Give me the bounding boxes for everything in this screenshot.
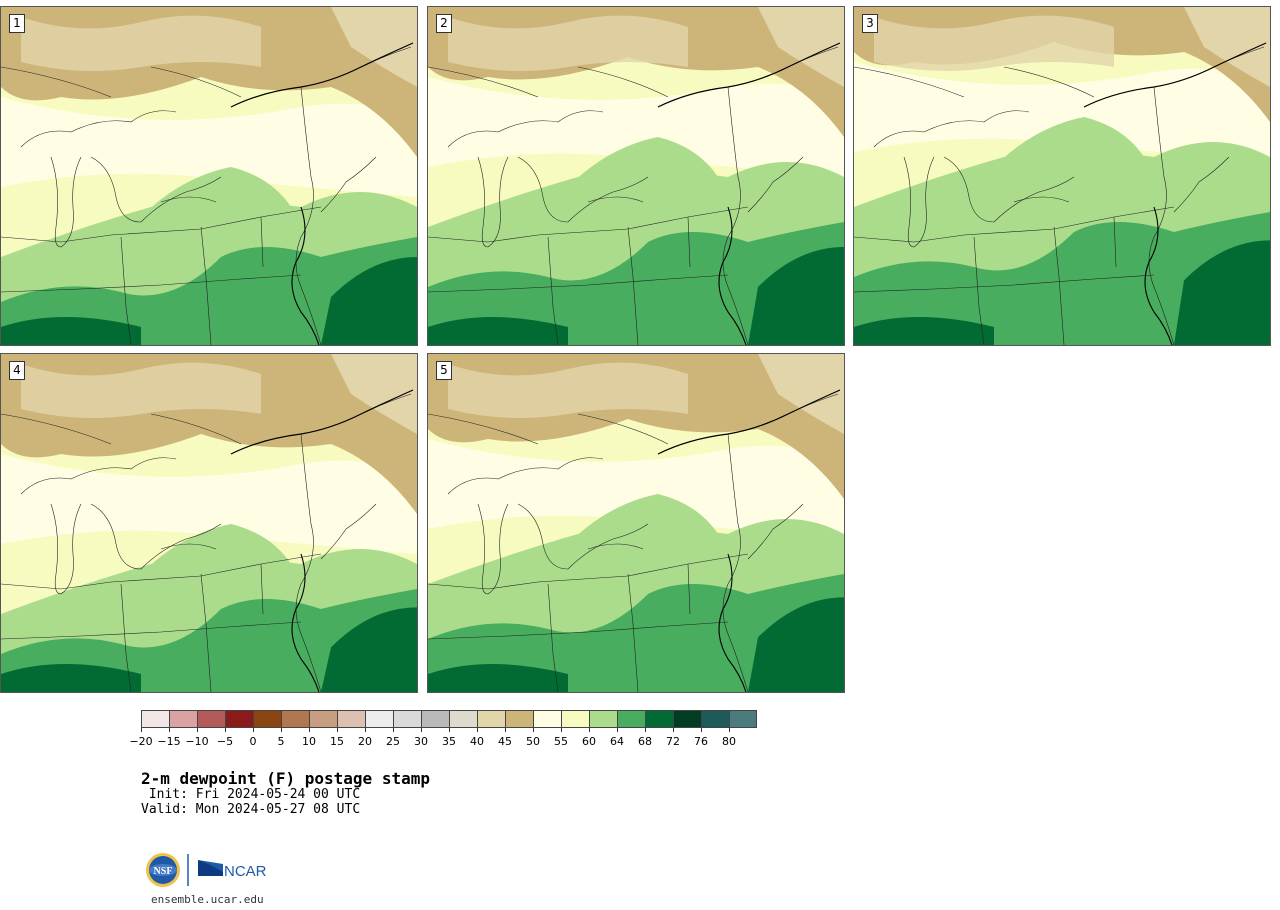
colorbar-label: 15: [330, 735, 344, 748]
colorbar-tick: [645, 728, 646, 732]
panel-number-badge: 5: [436, 361, 452, 380]
dewpoint-map-1: [1, 7, 417, 345]
nsf-ncar-logo: NSF NCAR: [145, 850, 275, 890]
colorbar-tick: [141, 728, 142, 732]
colorbar-swatch: [617, 710, 645, 728]
colorbar-swatch: [589, 710, 617, 728]
colorbar-tick: [225, 728, 226, 732]
valid-time: Valid: Mon 2024-05-27 08 UTC: [141, 802, 361, 817]
map-panel-1: 1: [0, 6, 418, 346]
dewpoint-map-5: [428, 354, 844, 692]
colorbar-label: 45: [498, 735, 512, 748]
site-url: ensemble.ucar.edu: [151, 893, 264, 906]
colorbar-tick: [589, 728, 590, 732]
colorbar-label: 64: [610, 735, 624, 748]
colorbar-label: 55: [554, 735, 568, 748]
colorbar-label: 5: [277, 735, 285, 748]
map-panel-4: 4: [0, 353, 418, 693]
map-panel-5: 5: [427, 353, 845, 693]
colorbar-swatch: [253, 710, 281, 728]
colorbar-label: 0: [249, 735, 257, 748]
colorbar-swatch: [169, 710, 197, 728]
colorbar-label: 25: [386, 735, 400, 748]
colorbar-swatch: [197, 710, 225, 728]
colorbar-label: −10: [185, 735, 209, 748]
colorbar-tick: [533, 728, 534, 732]
colorbar-tick: [673, 728, 674, 732]
colorbar-label: 35: [442, 735, 456, 748]
dewpoint-map-2: [428, 7, 844, 345]
colorbar-tick: [365, 728, 366, 732]
colorbar-label: −5: [216, 735, 234, 748]
colorbar-label: 10: [302, 735, 316, 748]
colorbar-swatch: [337, 710, 365, 728]
colorbar-swatch: [141, 710, 169, 728]
nsf-logo-text: NSF: [154, 866, 173, 877]
colorbar-tick: [309, 728, 310, 732]
colorbar-tick: [169, 728, 170, 732]
colorbar-label: 80: [722, 735, 736, 748]
colorbar-tick: [393, 728, 394, 732]
colorbar-swatch: [673, 710, 701, 728]
colorbar-swatch: [701, 710, 729, 728]
colorbar-swatch: [477, 710, 505, 728]
colorbar-tick: [505, 728, 506, 732]
colorbar-label: 76: [694, 735, 708, 748]
colorbar-label: 68: [638, 735, 652, 748]
colorbar-tick: [477, 728, 478, 732]
colorbar-swatch: [393, 710, 421, 728]
colorbar-tick: [729, 728, 730, 732]
chart-title: 2-m dewpoint (F) postage stamp: [141, 769, 430, 788]
panel-number-badge: 4: [9, 361, 25, 380]
colorbar-tick: [281, 728, 282, 732]
panel-number-badge: 2: [436, 14, 452, 33]
colorbar-label: −15: [157, 735, 181, 748]
colorbar-swatch: [561, 710, 589, 728]
colorbar-swatch: [533, 710, 561, 728]
colorbar-tick: [617, 728, 618, 732]
colorbar-swatch: [505, 710, 533, 728]
colorbar-label: −20: [129, 735, 153, 748]
dewpoint-colorbar: [141, 710, 757, 732]
init-time: Init: Fri 2024-05-24 00 UTC: [141, 787, 361, 802]
colorbar-swatch: [449, 710, 477, 728]
colorbar-tick: [701, 728, 702, 732]
colorbar-swatch: [365, 710, 393, 728]
colorbar-swatch: [309, 710, 337, 728]
colorbar-tick: [421, 728, 422, 732]
colorbar-swatch: [225, 710, 253, 728]
ncar-logo-text: NCAR: [224, 863, 267, 880]
map-panel-3: 3: [853, 6, 1271, 346]
colorbar-swatch: [421, 710, 449, 728]
colorbar-label: 20: [358, 735, 372, 748]
colorbar-swatch: [729, 710, 757, 728]
colorbar-label: 50: [526, 735, 540, 748]
dewpoint-map-4: [1, 354, 417, 692]
colorbar-tick: [449, 728, 450, 732]
map-panel-2: 2: [427, 6, 845, 346]
panel-number-badge: 1: [9, 14, 25, 33]
colorbar-label: 60: [582, 735, 596, 748]
colorbar-tick: [561, 728, 562, 732]
colorbar-swatch: [645, 710, 673, 728]
colorbar-swatch: [281, 710, 309, 728]
logo-graphic: NSF NCAR: [146, 853, 267, 887]
colorbar-label: 30: [414, 735, 428, 748]
dewpoint-map-3: [854, 7, 1270, 345]
colorbar-tick: [337, 728, 338, 732]
colorbar-label: 40: [470, 735, 484, 748]
panel-number-badge: 3: [862, 14, 878, 33]
colorbar-tick: [253, 728, 254, 732]
colorbar-label: 72: [666, 735, 680, 748]
colorbar-tick: [197, 728, 198, 732]
